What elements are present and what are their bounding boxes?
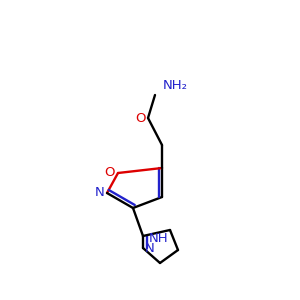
Text: NH: NH xyxy=(148,232,168,245)
Text: NH₂: NH₂ xyxy=(163,79,188,92)
Text: O: O xyxy=(104,167,115,179)
Text: O: O xyxy=(136,112,146,124)
Text: N: N xyxy=(95,187,105,200)
Text: N: N xyxy=(145,242,155,254)
